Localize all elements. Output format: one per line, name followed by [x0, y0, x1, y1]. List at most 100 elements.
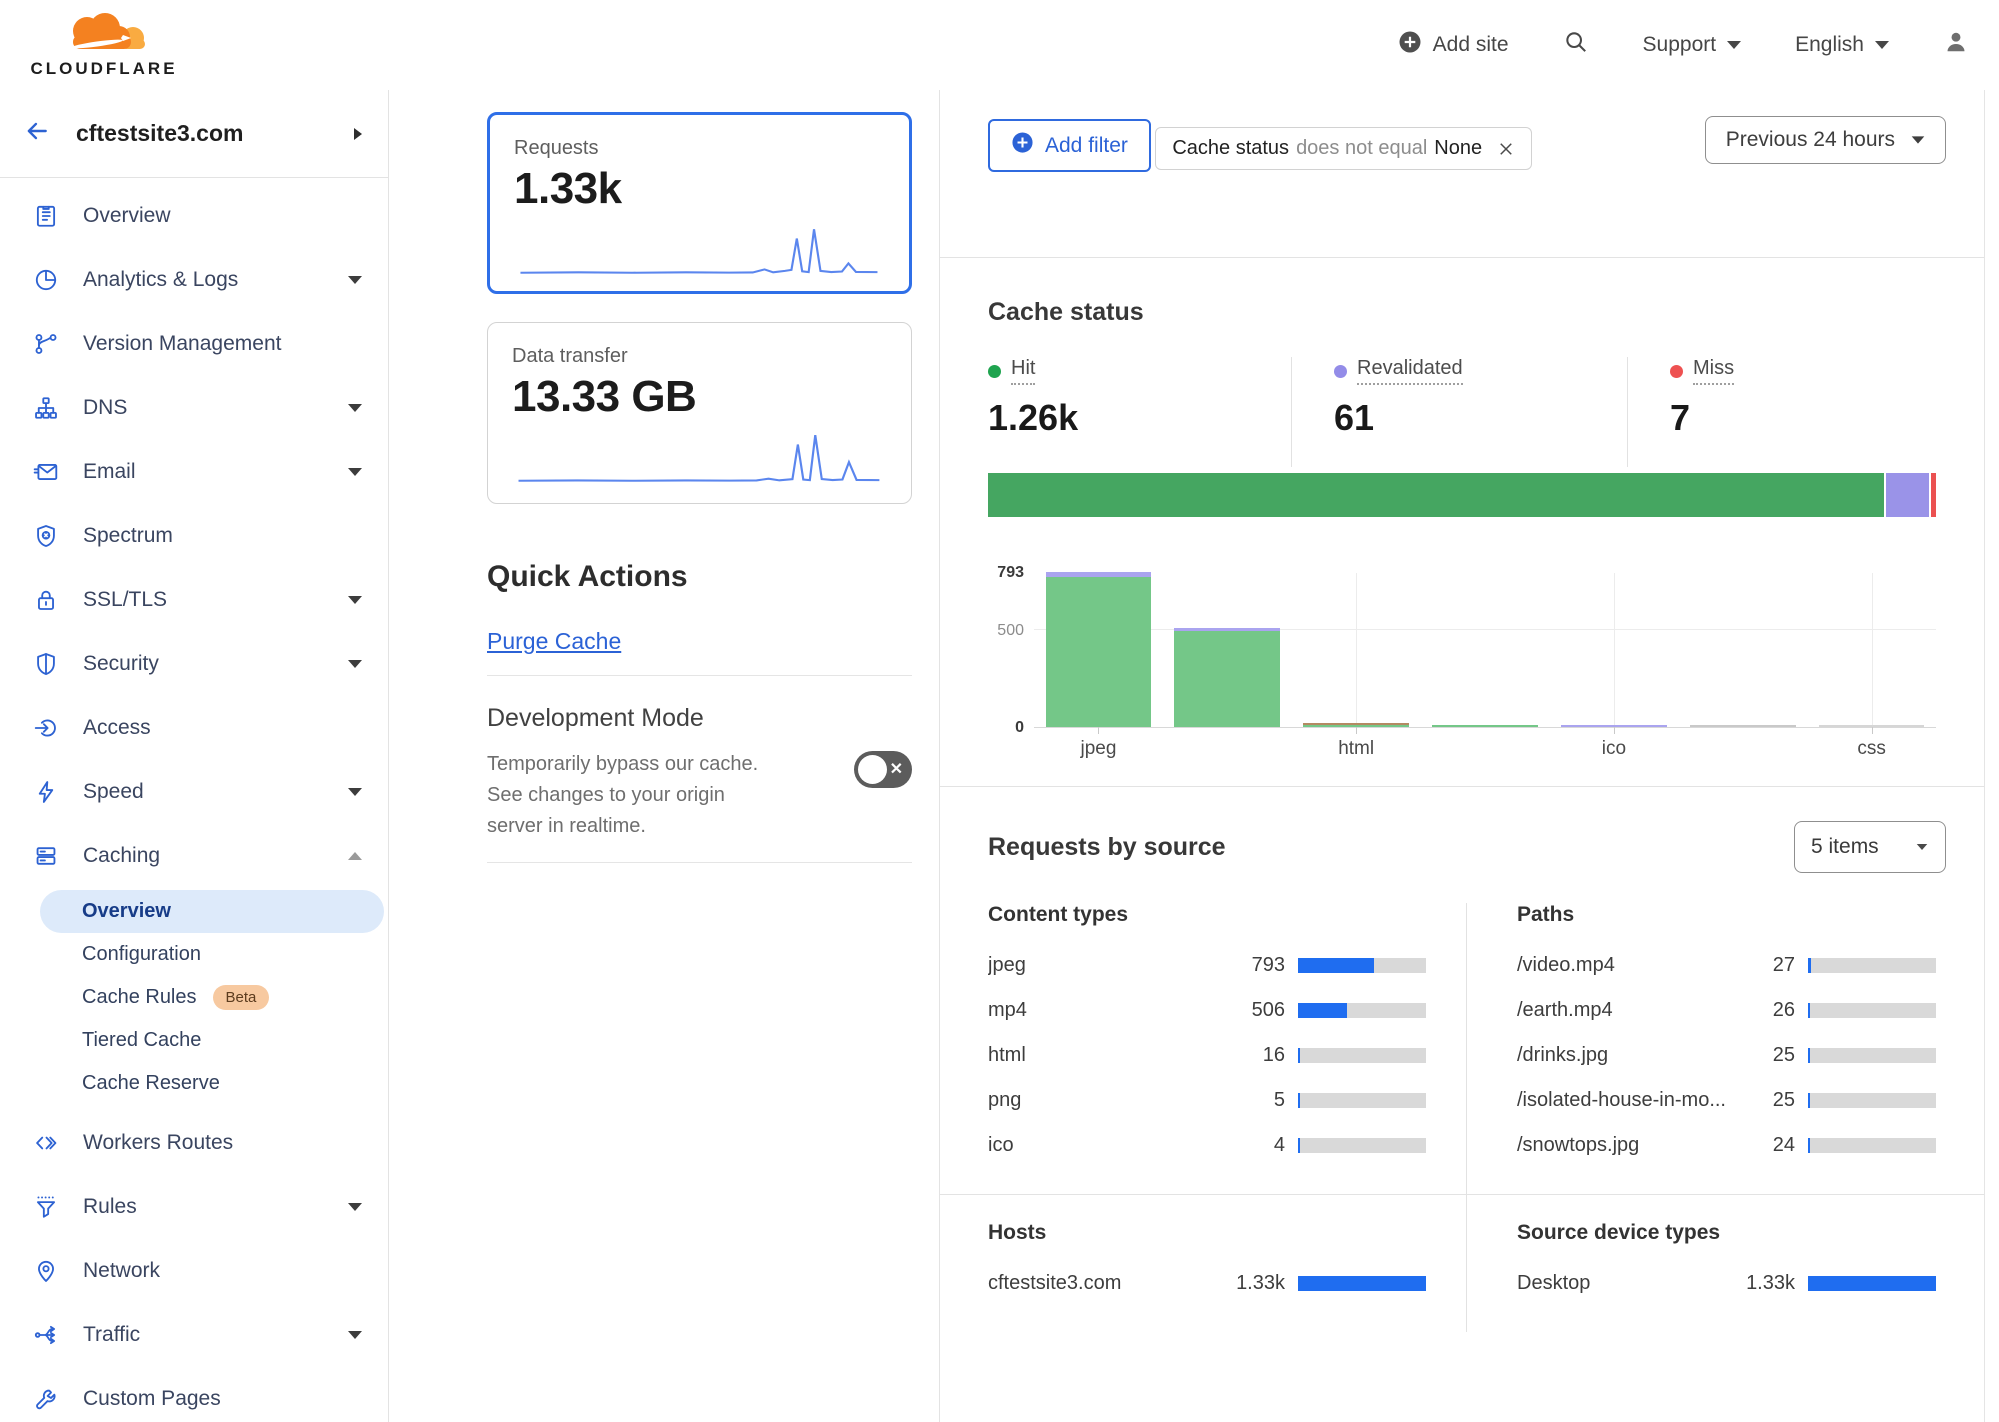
sidebar-item-analytics-logs[interactable]: Analytics & Logs [0, 248, 388, 312]
chevron-right-icon[interactable] [354, 127, 362, 140]
chevron-down-icon [348, 468, 362, 476]
bar-slot [1807, 573, 1936, 734]
sidebar-subitem-cache-reserve[interactable]: Cache Reserve [82, 1072, 220, 1094]
table-row[interactable]: Desktop 1.33k [1517, 1261, 1936, 1306]
cache-bar-chart-yaxis: 793 500 0 [997, 564, 1024, 736]
quick-actions-title: Quick Actions [487, 560, 688, 593]
sitemap-icon [33, 395, 59, 421]
sidebar-subitem-configuration[interactable]: Configuration [82, 943, 201, 965]
sidebar-item-traffic[interactable]: Traffic [0, 1303, 388, 1367]
source-tables-bottom: Hosts cftestsite3.com 1.33k Source device… [940, 1194, 1984, 1332]
sidebar-item-speed[interactable]: Speed [0, 760, 388, 824]
time-range-select[interactable]: Previous 24 hours [1704, 116, 1946, 164]
value-bar [1808, 958, 1936, 973]
miss-label[interactable]: Miss [1693, 357, 1735, 385]
paths-table: Paths /video.mp4 27 /earth.mp4 26 /drinks.… [1466, 903, 1984, 1194]
sidebar-item-security[interactable]: Security [0, 632, 388, 696]
cloudflare-logo[interactable]: CLOUDFLARE [24, 11, 184, 79]
sidebar-item-overview[interactable]: Overview [0, 184, 388, 248]
requests-by-source-title: Requests by source [988, 832, 1226, 861]
header-actions: Add site Support English [1398, 29, 1969, 61]
support-menu[interactable]: Support [1643, 33, 1742, 57]
search-button[interactable] [1563, 29, 1589, 61]
x-axis-label: css [1857, 738, 1886, 759]
table-row[interactable]: /drinks.jpg 25 [1517, 1033, 1936, 1078]
sidebar-item-custom-pages[interactable]: Custom Pages [0, 1367, 388, 1422]
chip-value: None [1434, 137, 1483, 159]
stacked-bar-unlabeled [1432, 725, 1538, 727]
distribution-segment-revalidated [1885, 473, 1930, 517]
value-bar [1298, 1138, 1426, 1153]
distribution-segment-hit [988, 473, 1884, 517]
chip-field: Cache status [1172, 137, 1290, 159]
bar-slot [1421, 573, 1550, 727]
divider [487, 862, 912, 863]
table-row[interactable]: /video.mp4 27 [1517, 943, 1936, 988]
sidebar-item-version-management[interactable]: Version Management [0, 312, 388, 376]
data-transfer-sparkline [518, 435, 880, 482]
revalidated-dot-icon [1334, 364, 1347, 378]
value-bar [1808, 1138, 1936, 1153]
remove-filter-icon[interactable] [1497, 140, 1515, 158]
hit-dot-icon [988, 364, 1001, 378]
x-axis-label: jpeg [1080, 738, 1117, 759]
x-axis-label [1421, 738, 1550, 760]
sidebar-item-rules[interactable]: Rules [0, 1175, 388, 1239]
sidebar-item-ssl-tls[interactable]: SSL/TLS [0, 568, 388, 632]
table-row[interactable]: ico 4 [988, 1123, 1426, 1168]
table-row[interactable]: jpeg 793 [988, 943, 1426, 988]
table-row[interactable]: /earth.mp4 26 [1517, 988, 1936, 1033]
add-filter-button[interactable]: Add filter [988, 119, 1151, 172]
clipboard-icon [33, 203, 59, 229]
account-menu[interactable] [1943, 29, 1969, 61]
requests-sparkline [520, 229, 878, 274]
table-row[interactable]: html 16 [988, 1033, 1426, 1078]
table-row[interactable]: mp4 506 [988, 988, 1426, 1033]
chevron-down-icon [1727, 41, 1742, 49]
sidebar-subitem-cache-rules[interactable]: Cache Rules Beta [0, 976, 388, 1019]
bar-slot [1678, 573, 1807, 727]
cache-status-stats: Hit 1.26k Revalidated 61 [988, 357, 1936, 467]
language-menu[interactable]: English [1795, 33, 1889, 57]
chevron-down-icon [348, 1203, 362, 1211]
stat-revalidated: Revalidated 61 [1291, 357, 1627, 467]
chevron-down-icon [1916, 844, 1928, 850]
sidebar-item-workers-routes[interactable]: Workers Routes [0, 1111, 388, 1175]
sidebar-subitem-tiered-cache[interactable]: Tiered Cache [82, 1029, 202, 1051]
source-device-types-table: Source device types Desktop 1.33k [1466, 1195, 1984, 1332]
sidebar-item-spectrum[interactable]: Spectrum [0, 504, 388, 568]
bar-slot [1034, 572, 1163, 734]
chevron-up-icon [348, 852, 362, 860]
value-bar [1298, 1048, 1426, 1063]
sidebar: cftestsite3.com Overview Analytics & Log… [0, 90, 389, 1422]
back-arrow-icon[interactable] [24, 118, 50, 149]
sidebar-subitem-caching-overview[interactable]: Overview [40, 890, 384, 933]
chevron-down-icon [348, 276, 362, 284]
stacked-bar-html [1303, 723, 1409, 727]
sidebar-item-dns[interactable]: DNS [0, 376, 388, 440]
add-site-button[interactable]: Add site [1398, 30, 1509, 60]
sidebar-item-access[interactable]: Access [0, 696, 388, 760]
paths-title: Paths [1517, 903, 1575, 926]
data-transfer-card[interactable]: Data transfer 13.33 GB [487, 322, 912, 504]
table-row[interactable]: /snowtops.jpg 24 [1517, 1123, 1936, 1168]
sidebar-item-network[interactable]: Network [0, 1239, 388, 1303]
content-columns: cftestsite3.com Overview Analytics & Log… [0, 90, 1999, 1422]
sidebar-item-email[interactable]: Email [0, 440, 388, 504]
caching-submenu: Overview Configuration Cache Rules Beta … [0, 888, 388, 1111]
hit-label[interactable]: Hit [1011, 357, 1036, 385]
hit-value: 1.26k [988, 397, 1079, 438]
miss-dot-icon [1670, 364, 1683, 378]
table-row[interactable]: png 5 [988, 1078, 1426, 1123]
requests-by-source-section: Requests by source 5 items Content types… [940, 786, 1984, 1332]
table-row[interactable]: /isolated-house-in-mo... 25 [1517, 1078, 1936, 1123]
development-mode-toggle[interactable]: ✕ [854, 751, 912, 788]
stacked-bar-unlabeled [1174, 628, 1281, 727]
requests-by-source-header: Requests by source 5 items [940, 787, 1984, 873]
table-row[interactable]: cftestsite3.com 1.33k [988, 1261, 1426, 1306]
requests-card[interactable]: Requests 1.33k [487, 112, 912, 294]
sidebar-item-caching[interactable]: Caching [0, 824, 388, 888]
items-count-select[interactable]: 5 items [1794, 821, 1946, 873]
revalidated-label[interactable]: Revalidated [1357, 357, 1463, 385]
purge-cache-link[interactable]: Purge Cache [487, 628, 622, 654]
